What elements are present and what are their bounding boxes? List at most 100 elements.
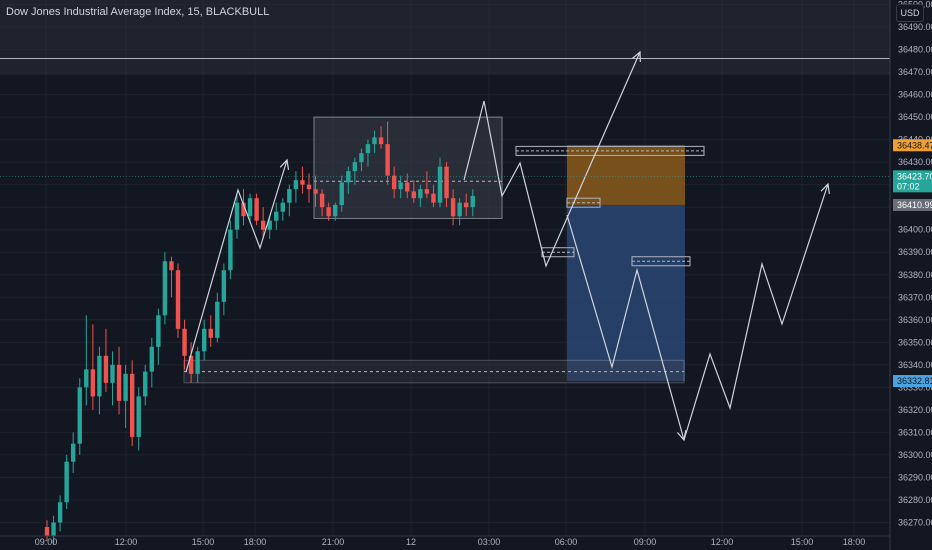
candle-body: [84, 369, 89, 388]
candle-body: [444, 166, 449, 199]
time-tick-label: 18:00: [244, 537, 267, 547]
candle-body: [234, 202, 240, 230]
price-tag-label: 36438.47: [897, 140, 932, 150]
candle-body: [103, 355, 109, 383]
candle-body: [136, 396, 141, 437]
candle-body: [77, 387, 82, 444]
price-tick-label: 36350.00: [898, 337, 932, 347]
candle-body: [195, 351, 200, 374]
time-tick-label: 12:00: [711, 537, 734, 547]
price-tag-label: 36423.70: [897, 171, 932, 181]
price-tick-label: 36430.00: [898, 157, 932, 167]
candle-body: [202, 328, 207, 352]
time-tick-label: 21:00: [322, 537, 345, 547]
path-recovery: [683, 183, 829, 441]
price-tag-countdown: 07:02: [897, 181, 920, 191]
price-tick-label: 36320.00: [898, 405, 932, 415]
candle-body: [260, 220, 266, 230]
candle-body: [228, 229, 233, 271]
candle-body: [450, 198, 456, 217]
candle-body: [398, 182, 403, 190]
candle-body: [44, 526, 50, 536]
arrow-head: [279, 158, 290, 170]
price-tick-label: 36370.00: [898, 292, 932, 302]
candle-body: [457, 202, 462, 217]
candle-body: [123, 373, 128, 401]
time-tick-label: 15:00: [192, 537, 215, 547]
candles: [44, 121, 475, 546]
candle-body: [431, 193, 436, 203]
time-tick-label: 12: [406, 537, 416, 547]
time-tick-label: 15:00: [791, 537, 814, 547]
arrow-head: [820, 182, 830, 194]
price-tag: [893, 375, 932, 388]
candle-body: [149, 346, 154, 372]
price-tick-label: 36360.00: [898, 315, 932, 325]
candle-body: [359, 153, 364, 163]
candle-body: [241, 202, 246, 217]
price-tick-label: 36330.00: [898, 382, 932, 392]
price-tag-label: 36332.81: [897, 376, 932, 386]
candle-body: [208, 328, 213, 338]
price-tick-label: 36300.00: [898, 450, 932, 460]
candle-body: [215, 301, 220, 338]
path-main: [463, 51, 641, 268]
candle-body: [352, 162, 358, 172]
price-tick-label: 36390.00: [898, 247, 932, 257]
candle-body: [287, 189, 292, 203]
upper-zone: [0, 0, 890, 75]
candle-body: [57, 502, 63, 523]
candle-body: [162, 261, 168, 316]
candle-body: [274, 211, 279, 221]
candle-body: [306, 184, 312, 190]
price-tick-label: 36470.00: [898, 67, 932, 77]
price-tick-label: 36480.00: [898, 45, 932, 55]
candle-body: [391, 175, 397, 190]
candle-body: [97, 355, 102, 397]
price-tick-label: 36380.00: [898, 270, 932, 280]
price-tick-label: 36280.00: [898, 495, 932, 505]
candle-body: [293, 180, 299, 190]
candle-body: [143, 371, 148, 397]
price-tick-label: 36290.00: [898, 472, 932, 482]
candle-body: [90, 369, 96, 397]
candle-body: [339, 182, 344, 205]
candle-body: [365, 144, 371, 154]
price-tick-label: 36310.00: [898, 427, 932, 437]
price-tick-label: 36490.00: [898, 22, 932, 32]
arrow-head: [632, 50, 641, 63]
target-zone: [567, 145, 685, 205]
candle-body: [464, 202, 469, 208]
candle-body: [326, 207, 331, 217]
candle-body: [188, 355, 194, 374]
candle-body: [346, 171, 351, 183]
candle-body: [64, 461, 69, 503]
candle-body: [169, 261, 174, 271]
candle-body: [424, 189, 430, 194]
chart-title: Dow Jones Industrial Average Index, 15, …: [6, 6, 270, 18]
time-tick-label: 09:00: [35, 537, 58, 547]
price-tick-label: 36270.00: [898, 517, 932, 527]
candle-body: [71, 443, 76, 462]
candle-body: [110, 364, 115, 383]
candle-body: [267, 220, 272, 230]
candle-body: [182, 328, 187, 356]
candle-body: [470, 195, 475, 208]
time-tick-label: 09:00: [634, 537, 657, 547]
candle-body: [300, 180, 305, 185]
time-tick-label: 03:00: [478, 537, 501, 547]
time-tick-label: 18:00: [843, 537, 866, 547]
time-axis[interactable]: 09:00 12:00 15:00 18:00 21:00 12 03:00 06:00 09:…: [0, 535, 890, 547]
candle-body: [411, 191, 416, 199]
candle-body: [175, 270, 181, 329]
candle-body: [116, 364, 122, 401]
candle-body: [254, 198, 259, 221]
price-tick-label: 36400.00: [898, 225, 932, 235]
currency-button[interactable]: USD: [896, 4, 924, 22]
candle-body: [156, 315, 161, 347]
price-tick-label: 36340.00: [898, 360, 932, 370]
candle-body: [247, 198, 253, 217]
candle-body: [313, 189, 318, 194]
